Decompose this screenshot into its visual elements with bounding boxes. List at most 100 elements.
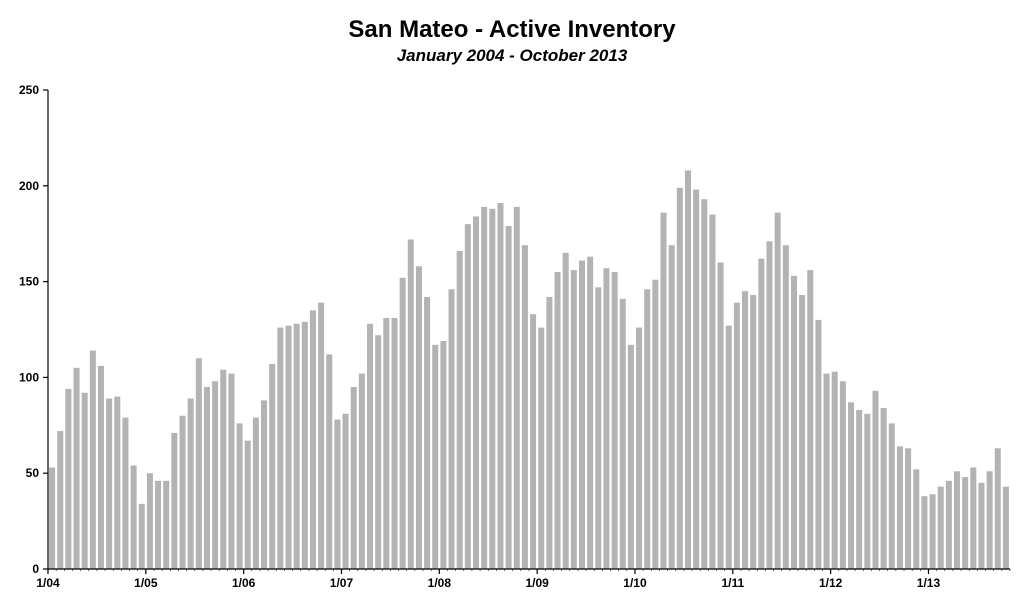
bar-2005-01 [146, 473, 153, 569]
bar-2005-02 [155, 480, 162, 569]
bar-2011-06 [774, 212, 781, 569]
bar-2013-05 [962, 477, 969, 569]
bar-2011-12 [823, 373, 830, 569]
bar-2008-05 [472, 216, 480, 569]
bar-2005-06 [187, 398, 194, 569]
x-tick-label-1/09: 1/09 [525, 576, 549, 590]
bar-2011-07 [782, 245, 789, 569]
chart-subtitle: January 2004 - October 2013 [396, 46, 628, 65]
bar-2004-02 [57, 431, 64, 569]
bar-2013-10 [1002, 486, 1009, 569]
x-axis: 1/04 1/05 1/06 1/07 1/08 1/09 1/10 1/11 1/12 1/13 [36, 568, 1011, 590]
bar-2004-07 [97, 365, 105, 569]
y-axis: 0 50 100 150 200 250 [19, 83, 49, 576]
bar-2010-02 [644, 289, 651, 569]
x-tick-label-1/06: 1/06 [232, 576, 256, 590]
bar-2011-03 [750, 295, 757, 569]
bar-2013-08 [986, 471, 993, 569]
bar-2004-08 [106, 398, 113, 569]
chart-title: San Mateo - Active Inventory [348, 16, 676, 43]
bar-2007-03 [358, 373, 365, 569]
bar-2007-06 [383, 318, 390, 569]
bar-2007-04 [367, 323, 374, 569]
bar-2013-07 [978, 482, 985, 569]
bar-2010-08 [693, 189, 700, 569]
bar-2007-08 [399, 277, 406, 569]
bar-2009-02 [546, 296, 553, 569]
x-tick-label-1/10: 1/10 [623, 576, 647, 590]
bar-2012-03 [848, 402, 855, 569]
bar-2011-05 [766, 241, 773, 570]
x-tick-label-1/13: 1/13 [917, 576, 941, 590]
y-tick-label-200: 200 [19, 179, 39, 193]
x-tick-label-1/04: 1/04 [36, 576, 60, 590]
bar-2010-09 [701, 199, 708, 569]
bar-2010-12 [725, 325, 732, 569]
bar-2004-01 [49, 467, 56, 569]
bar-2012-08 [888, 423, 895, 569]
bar-2009-01 [538, 327, 545, 569]
bar-2009-07 [587, 256, 594, 569]
bar-2006-09 [309, 310, 316, 569]
bar-2013-06 [970, 467, 977, 569]
bar-2005-09 [212, 381, 219, 569]
bar-2011-01 [733, 302, 740, 569]
bar-2004-09 [114, 396, 121, 569]
bar-2012-06 [872, 390, 879, 569]
bar-2004-06 [89, 350, 96, 569]
bar-2006-02 [252, 417, 259, 569]
bar-2012-04 [856, 409, 863, 569]
y-tick-label-250: 250 [19, 83, 39, 97]
bar-2013-03 [945, 480, 952, 569]
bar-2010-11 [717, 262, 724, 569]
bar-2004-10 [122, 417, 129, 569]
bar-2012-07 [880, 408, 887, 569]
bar-2005-03 [163, 480, 170, 569]
bar-2008-12 [530, 314, 537, 569]
bar-2006-07 [293, 323, 300, 569]
bar-2009-11 [619, 298, 626, 569]
bar-2009-12 [627, 344, 634, 569]
bar-2004-12 [138, 503, 145, 569]
bar-2005-05 [179, 415, 186, 569]
bar-2009-03 [554, 272, 561, 569]
bar-2010-10 [709, 214, 716, 570]
bar-2013-04 [953, 471, 961, 569]
bar-2012-11 [913, 469, 920, 569]
bar-2011-02 [742, 291, 749, 569]
bar-2011-11 [815, 319, 822, 569]
bar-2005-08 [203, 386, 210, 569]
bar-2012-10 [905, 448, 912, 569]
bar-2006-01 [244, 440, 251, 569]
bar-2010-05 [668, 245, 675, 569]
bar-2006-08 [301, 321, 308, 569]
bar-2008-04 [464, 224, 471, 569]
bar-2008-09 [505, 226, 512, 570]
bar-2009-10 [611, 272, 618, 569]
bars-group [49, 170, 1009, 570]
bar-2008-02 [448, 289, 455, 569]
bar-2009-06 [578, 260, 586, 569]
bar-2004-11 [130, 465, 137, 569]
bar-2011-08 [790, 275, 797, 569]
bar-2013-09 [994, 448, 1001, 569]
bar-2010-06 [676, 187, 683, 569]
x-tick-label-1/11: 1/11 [721, 576, 744, 590]
bar-2005-12 [236, 423, 243, 569]
bar-2007-05 [375, 335, 382, 569]
bar-2009-09 [603, 268, 610, 569]
bar-2005-07 [195, 358, 202, 569]
bar-2008-06 [481, 206, 488, 569]
x-tick-label-1/12: 1/12 [819, 576, 843, 590]
bar-2010-03 [652, 279, 659, 569]
bar-2013-02 [937, 486, 944, 569]
bar-2006-06 [285, 325, 292, 569]
bar-2007-01 [342, 413, 349, 569]
bar-2007-11 [424, 296, 431, 569]
y-tick-label-50: 50 [26, 466, 40, 480]
bar-2012-05 [864, 413, 871, 569]
bar-2010-07 [684, 170, 691, 569]
bar-2008-07 [489, 208, 496, 570]
bar-2007-10 [415, 266, 422, 569]
